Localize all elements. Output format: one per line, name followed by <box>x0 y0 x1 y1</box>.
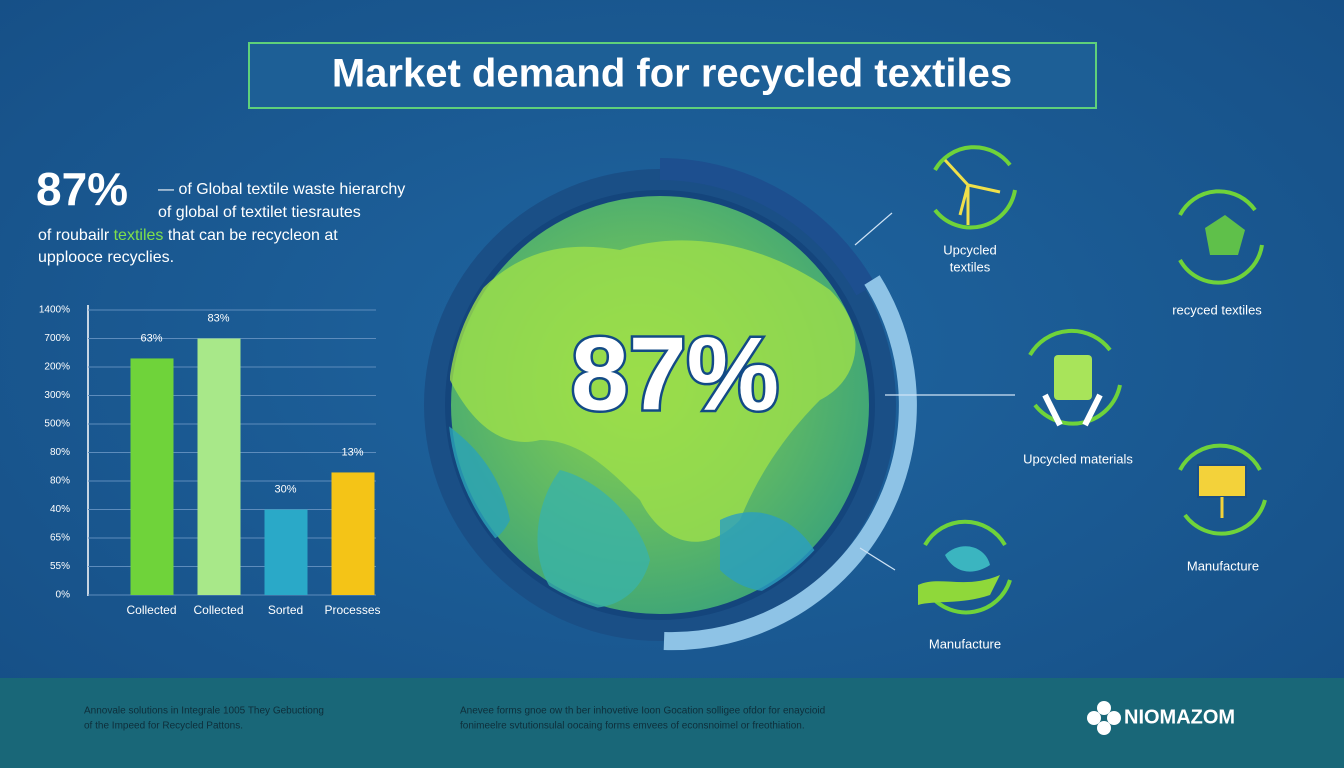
y-tick-label: 80% <box>50 476 70 487</box>
y-tick-label: 55% <box>50 561 70 572</box>
y-tick-label: 300% <box>44 390 70 401</box>
stat-text: — of Global textile waste hierarchy <box>158 181 405 198</box>
bar <box>264 509 308 595</box>
bar-annotation: 30% <box>274 483 296 495</box>
icon-shapes <box>918 158 1247 605</box>
y-tick-label: 500% <box>44 419 70 430</box>
stat-line: of roubailr textiles that can be recycle… <box>38 227 338 244</box>
y-tick-label: 700% <box>44 333 70 344</box>
bar-annotation: 63% <box>140 332 162 344</box>
icon-label: textiles <box>950 259 991 274</box>
stat-line: — of Global textile waste hierarchy <box>158 181 405 198</box>
icon-labels: Upcycled textiles recyced textiles Upcyc… <box>929 242 1262 651</box>
bar <box>130 358 174 595</box>
icon-label: Manufacture <box>1187 558 1259 573</box>
icon-circles <box>923 145 1267 615</box>
connectors <box>854 212 1015 571</box>
stat-text: that can be recycleon at <box>163 227 338 244</box>
icon-label: Upcycled <box>943 242 996 257</box>
stat-line: upplooce recyclies. <box>38 249 174 266</box>
stat-value: 87% <box>36 163 128 215</box>
x-tick-label: Collected <box>126 603 176 617</box>
y-tick-label: 0% <box>56 590 71 601</box>
globe: 87% <box>424 158 917 651</box>
footer-text: fonimeelre svtutionsulal oocaing forms e… <box>460 721 805 732</box>
bar <box>331 472 375 595</box>
stat-text: upplooce recyclies. <box>38 249 174 266</box>
icon-label: recyced textiles <box>1172 302 1262 317</box>
brand: NIOMAZOM <box>1124 706 1235 728</box>
bar-annotation: 13% <box>341 446 363 458</box>
footer-text: Annovale solutions in Integrale 1005 The… <box>84 706 324 717</box>
ring-arc <box>663 275 917 651</box>
y-tick-label: 40% <box>50 504 70 515</box>
y-tick-label: 200% <box>44 362 70 373</box>
bar-annotation: 83% <box>207 312 229 324</box>
bar-chart: 0% 55% 65% 40% 80% 80% 500% 300% 200% 700% 1400% Co… <box>39 305 381 618</box>
stat-text: of global of textilet tiesrautes <box>158 204 361 221</box>
ring-arc <box>659 158 876 296</box>
bar <box>197 338 241 595</box>
x-tick-label: Collected <box>193 603 243 617</box>
icon-label: Manufacture <box>929 636 1001 651</box>
y-tick-label: 65% <box>50 533 70 544</box>
y-tick-label: 80% <box>50 447 70 458</box>
footer-text: Anevee forms gnoe ow th ber inhovetive I… <box>460 706 825 717</box>
stat-line: of global of textilet tiesrautes <box>158 204 361 221</box>
title-box <box>248 42 1097 109</box>
x-tick-label: Processes <box>324 603 380 617</box>
footer-text: of the Impeed for Recycled Pattons. <box>84 721 243 732</box>
title: Market demand for recycled textiles <box>332 52 1012 96</box>
stat-text: of roubailr <box>38 227 114 244</box>
stat-highlight: textiles <box>114 227 164 244</box>
y-tick-label: 1400% <box>39 305 70 316</box>
logo-mark <box>1087 701 1121 735</box>
icon-label: Upcycled materials <box>1023 451 1133 466</box>
x-tick-label: Sorted <box>268 603 303 617</box>
footer-band <box>0 678 1344 768</box>
globe-label: 87% <box>571 316 779 432</box>
